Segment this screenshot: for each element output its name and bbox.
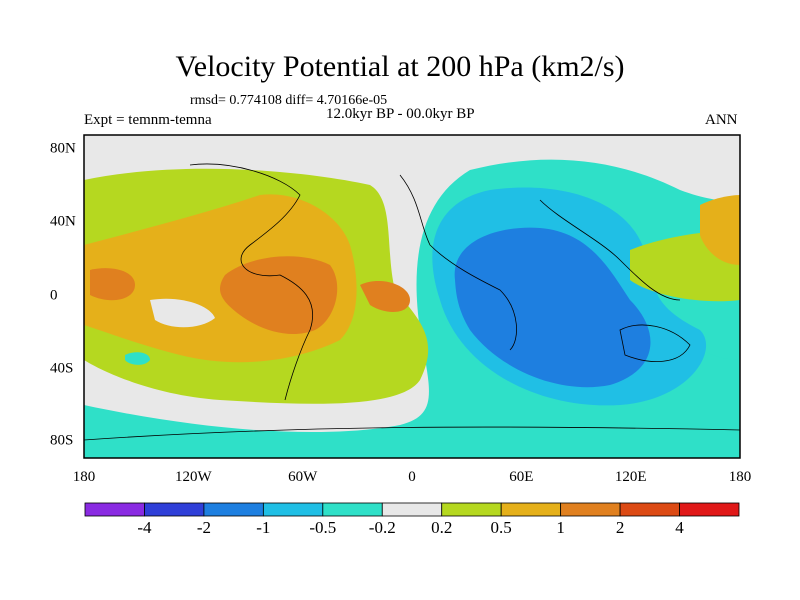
latitude-tick-label: 40N [50,213,76,230]
colorbar-label: -4 [137,518,152,537]
colorbar-label: -0.2 [368,518,396,537]
colorbar-label: -0.5 [309,518,337,537]
colorbar-swatch [84,502,145,517]
colorbar-label: 0.5 [490,518,512,537]
colorbar-swatch [500,502,562,517]
longitude-tick-label: 60E [509,469,534,485]
contour-pacific-core [90,268,135,301]
colorbar-label: 4 [675,518,684,537]
latitude-tick-label: 0 [50,287,58,304]
season-label: ANN [705,112,738,128]
colorbar-label: 2 [615,518,625,537]
contour-east-orange [700,195,740,265]
longitude-tick-label: 120E [614,469,647,485]
colorbar-label: -1 [256,518,271,537]
contour-south-pacific-light [150,298,215,328]
longitude-tick-label: 60W [288,469,318,485]
latitude-tick-label: 80S [50,432,74,449]
period-text: 12.0kyr BP - 00.0kyr BP [326,106,475,122]
latitude-tick-label: 40S [50,360,74,377]
contour-atlantic-orange [360,280,410,312]
colorbar-label: 0.2 [431,518,453,537]
longitude-tick-label: 180 [728,469,752,485]
colorbar-swatch [619,502,680,517]
colorbar-label: 1 [556,518,565,537]
colorbar-swatch [560,502,621,517]
map-title: Velocity Potential at 200 hPa (km2/s) [175,50,625,83]
colorbar-label: -2 [196,518,211,537]
colorbar-swatch [203,502,264,517]
coastlines [84,163,740,441]
colorbar-swatch [262,502,324,517]
map-frame [83,134,741,459]
latitude-tick-label: 80N [50,140,76,157]
longitude-tick-label: 120W [174,469,212,485]
colorbar-swatch [441,502,502,517]
colorbar-swatch [144,502,205,517]
contour-fields [84,159,740,458]
experiment-label: Expt = temnm-temna [84,112,212,128]
contour-south-pacific-teal [125,352,150,365]
longitude-tick-label: 180 [72,469,96,485]
colorbar [84,502,740,517]
colorbar-swatch [322,502,383,517]
colorbar-swatch [679,502,740,517]
longitude-tick-label: 0 [408,469,416,485]
contour-americas-core [220,256,338,335]
colorbar-swatch [381,502,443,517]
stats-text: rmsd= 0.774108 diff= 4.70166e-05 [190,93,388,108]
contour-eastern-core [454,227,651,388]
